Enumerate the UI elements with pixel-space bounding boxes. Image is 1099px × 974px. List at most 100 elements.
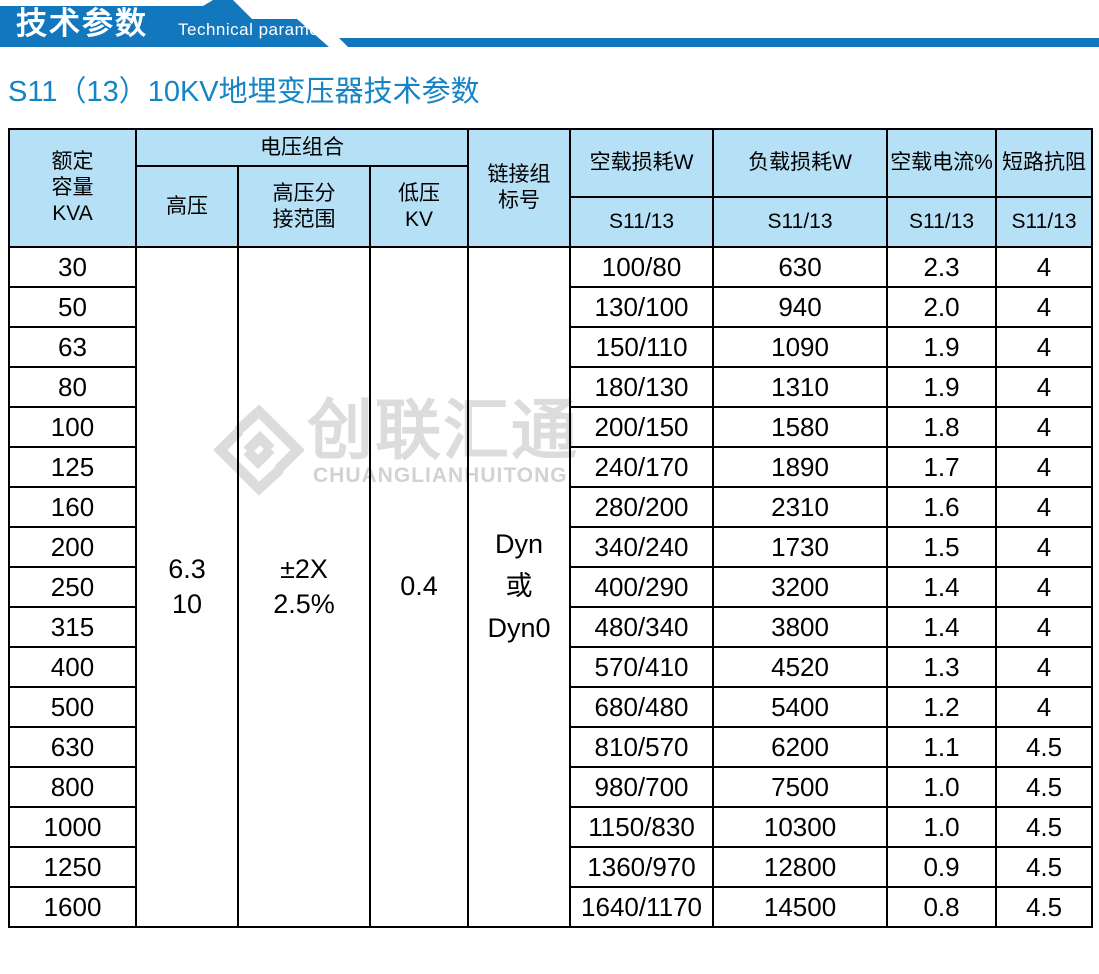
load-loss-cell: 4520 (712, 646, 889, 688)
no-load-loss-cell: 150/110 (569, 326, 715, 368)
no-load-loss-cell: 280/200 (569, 486, 715, 528)
spec-table: 额定 容量 KVA 电压组合 链接组 标号 空载损耗W 负载损耗W 空载电流% … (8, 128, 1094, 928)
impedance-cell: 4 (995, 486, 1094, 528)
load-loss-cell: 1090 (712, 326, 889, 368)
load-loss-cell: 3200 (712, 566, 889, 608)
no-load-loss-cell: 200/150 (569, 406, 715, 448)
kva-cell: 125 (8, 446, 137, 488)
kva-cell: 500 (8, 686, 137, 728)
impedance-cell: 4 (995, 446, 1094, 488)
no-load-current-cell: 2.3 (886, 246, 998, 288)
kva-cell: 315 (8, 606, 137, 648)
no-load-current-cell: 2.0 (886, 286, 998, 328)
kva-cell: 80 (8, 366, 137, 408)
table-row: 1600 1640/1170 14500 0.8 4.5 (8, 886, 1094, 928)
no-load-loss-cell: 1360/970 (569, 846, 715, 888)
header-row-2: 高压 高压分 接范围 低压 KV (9, 165, 1092, 248)
impedance-cell: 4.5 (995, 806, 1094, 848)
lv-merged-cell: 0.4 (368, 246, 470, 928)
impedance-cell: 4.5 (995, 766, 1094, 808)
header-series-impedance: S11/13 (995, 196, 1094, 248)
table-row: 400 570/410 4520 1.3 4 (8, 646, 1094, 688)
kva-cell: 200 (8, 526, 137, 568)
table-row: 160 280/200 2310 1.6 4 (8, 486, 1094, 528)
table-row: 800 980/700 7500 1.0 4.5 (8, 766, 1094, 808)
impedance-cell: 4 (995, 326, 1094, 368)
banner-title-zh: 技术参数 (16, 6, 148, 41)
header-hv: 高压 (135, 165, 239, 248)
impedance-cell: 4.5 (995, 846, 1094, 888)
load-loss-cell: 940 (712, 286, 889, 328)
impedance-cell: 4 (995, 526, 1094, 568)
no-load-loss-cell: 1150/830 (569, 806, 715, 848)
no-load-loss-cell: 980/700 (569, 766, 715, 808)
table-row: 500 680/480 5400 1.2 4 (8, 686, 1094, 728)
page-title: S11（13）10KV地埋变压器技术参数 (8, 76, 480, 108)
load-loss-cell: 12800 (712, 846, 889, 888)
impedance-cell: 4 (995, 406, 1094, 448)
kva-cell: 1250 (8, 846, 137, 888)
no-load-loss-cell: 680/480 (569, 686, 715, 728)
banner-ribbon-shape (0, 0, 1099, 47)
load-loss-cell: 1730 (712, 526, 889, 568)
table-row: 30 6.3 10 ±2X 2.5% 0.4 Dyn 或 Dyn0 100/80 630 2.… (8, 246, 1094, 928)
kva-cell: 100 (8, 406, 137, 448)
header-capacity: 额定 容量 KVA (8, 128, 137, 248)
table-row: 63 150/110 1090 1.9 4 (8, 326, 1094, 368)
table-row: 630 810/570 6200 1.1 4.5 (8, 726, 1094, 768)
impedance-cell: 4 (995, 246, 1094, 288)
top-banner: 技术参数 Technical parameter (0, 0, 1099, 50)
load-loss-cell: 630 (712, 246, 889, 288)
load-loss-cell: 5400 (712, 686, 889, 728)
load-loss-cell: 2310 (712, 486, 889, 528)
load-loss-cell: 10300 (712, 806, 889, 848)
load-loss-cell: 1890 (712, 446, 889, 488)
kva-cell: 50 (8, 286, 137, 328)
no-load-loss-cell: 100/80 (569, 246, 715, 288)
table-header: 额定 容量 KVA 电压组合 链接组 标号 空载损耗W 负载损耗W 空载电流% … (8, 128, 1094, 248)
no-load-current-cell: 1.1 (886, 726, 998, 768)
no-load-current-cell: 0.9 (886, 846, 998, 888)
header-no-load-current: 空载电流% (886, 128, 998, 198)
table-row: 250 400/290 3200 1.4 4 (8, 566, 1094, 608)
no-load-current-cell: 1.0 (886, 766, 998, 808)
header-series-no-load-loss: S11/13 (569, 196, 715, 248)
no-load-current-cell: 1.0 (886, 806, 998, 848)
table-row: 1000 1150/830 10300 1.0 4.5 (8, 806, 1094, 848)
table-row: 315 480/340 3800 1.4 4 (8, 606, 1094, 648)
impedance-cell: 4 (995, 566, 1094, 608)
no-load-loss-cell: 570/410 (569, 646, 715, 688)
no-load-loss-cell: 810/570 (569, 726, 715, 768)
header-series-no-load-current: S11/13 (886, 196, 998, 248)
kva-cell: 800 (8, 766, 137, 808)
impedance-cell: 4 (995, 366, 1094, 408)
impedance-cell: 4 (995, 646, 1094, 688)
no-load-current-cell: 1.5 (886, 526, 998, 568)
impedance-cell: 4.5 (995, 726, 1094, 768)
no-load-loss-cell: 180/130 (569, 366, 715, 408)
no-load-loss-cell: 240/170 (569, 446, 715, 488)
banner-title-en: Technical parameter (178, 20, 341, 39)
header-lv: 低压 KV (368, 165, 470, 248)
table-row: 100 200/150 1580 1.8 4 (8, 406, 1094, 448)
no-load-current-cell: 1.4 (886, 566, 998, 608)
header-hv-tap: 高压分 接范围 (237, 165, 371, 248)
load-loss-cell: 7500 (712, 766, 889, 808)
header-row-1: 额定 容量 KVA 电压组合 链接组 标号 空载损耗W 负载损耗W 空载电流% … (8, 128, 1094, 248)
hv-tap-merged-cell: ±2X 2.5% (237, 246, 371, 928)
connection-merged-cell: Dyn 或 Dyn0 (467, 246, 572, 928)
load-loss-cell: 6200 (712, 726, 889, 768)
table-row: 1250 1360/970 12800 0.9 4.5 (8, 846, 1094, 888)
header-voltage-group: 电压组合 (134, 128, 470, 167)
no-load-current-cell: 1.3 (886, 646, 998, 688)
no-load-current-cell: 1.7 (886, 446, 998, 488)
table-row: 125 240/170 1890 1.7 4 (8, 446, 1094, 488)
no-load-loss-cell: 340/240 (569, 526, 715, 568)
header-load-loss: 负载损耗W (712, 128, 889, 198)
table-row: 80 180/130 1310 1.9 4 (8, 366, 1094, 408)
hv-merged-cell: 6.3 10 (135, 246, 239, 928)
load-loss-cell: 1580 (712, 406, 889, 448)
no-load-current-cell: 1.9 (886, 326, 998, 368)
impedance-cell: 4 (995, 286, 1094, 328)
header-impedance: 短路抗阻 (995, 128, 1094, 198)
